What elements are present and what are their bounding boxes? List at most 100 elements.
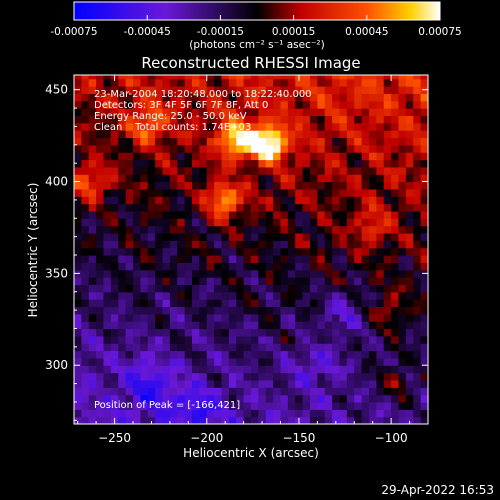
heatmap-cell xyxy=(265,365,274,374)
heatmap-cell xyxy=(405,328,414,337)
heatmap-cell xyxy=(133,130,141,139)
chart-title: Reconstructed RHESSI Image xyxy=(141,54,360,72)
heatmap-cell xyxy=(251,108,259,117)
heatmap-cell xyxy=(258,86,267,94)
heatmap-cell xyxy=(162,210,171,219)
heatmap-cell xyxy=(413,115,422,124)
heatmap-cell xyxy=(265,240,274,249)
heatmap-cell xyxy=(398,152,407,161)
heatmap-cell xyxy=(74,321,82,330)
heatmap-cell xyxy=(155,372,164,381)
heatmap-cell xyxy=(391,306,400,315)
heatmap-cell xyxy=(103,291,112,300)
heatmap-cell xyxy=(169,299,178,308)
heatmap-cell xyxy=(206,174,215,183)
heatmap-cell xyxy=(258,196,267,205)
heatmap-cell xyxy=(376,122,385,131)
heatmap-cell xyxy=(110,365,119,374)
heatmap-cell xyxy=(332,291,341,300)
heatmap-cell xyxy=(287,225,296,234)
heatmap-cell xyxy=(206,210,215,219)
heatmap-cell xyxy=(383,379,392,388)
heatmap-cell xyxy=(413,262,422,271)
heatmap-cell xyxy=(339,130,348,139)
heatmap-cell xyxy=(206,306,215,315)
heatmap-cell xyxy=(133,335,141,344)
heatmap-cell xyxy=(192,218,200,227)
heatmap-cell xyxy=(81,166,90,175)
heatmap-cell xyxy=(295,379,304,388)
heatmap-cell xyxy=(214,262,223,271)
heatmap-cell xyxy=(199,343,208,352)
heatmap-cell xyxy=(332,108,341,117)
heatmap-cell xyxy=(206,137,215,146)
heatmap-cell xyxy=(369,409,377,418)
heatmap-cell xyxy=(125,255,134,263)
heatmap-cell xyxy=(413,196,422,205)
heatmap-cell xyxy=(228,262,237,271)
heatmap-cell xyxy=(413,188,422,197)
heatmap-cell xyxy=(405,225,414,234)
heatmap-cell xyxy=(184,247,193,256)
heatmap-cell xyxy=(339,306,348,315)
heatmap-cell xyxy=(155,159,164,168)
heatmap-cell xyxy=(339,78,348,87)
heatmap-cell xyxy=(383,255,392,263)
heatmap-cell xyxy=(221,240,230,249)
heatmap-cell xyxy=(258,262,267,271)
heatmap-cell xyxy=(251,137,259,146)
heatmap-cell xyxy=(332,166,341,175)
heatmap-cell xyxy=(265,115,274,124)
heatmap-cell xyxy=(383,225,392,234)
heatmap-cell xyxy=(383,357,392,366)
heatmap-cell xyxy=(287,130,296,139)
heatmap-cell xyxy=(88,144,97,153)
heatmap-cell xyxy=(74,174,82,183)
heatmap-cell xyxy=(243,313,252,322)
heatmap-cell xyxy=(147,232,156,241)
heatmap-cell xyxy=(177,181,186,190)
heatmap-cell xyxy=(236,343,245,352)
heatmap-cell xyxy=(81,174,90,183)
heatmap-cell xyxy=(391,394,400,403)
heatmap-cell xyxy=(273,269,282,278)
heatmap-cell xyxy=(214,306,223,315)
heatmap-cell xyxy=(258,313,267,322)
heatmap-cell xyxy=(162,174,171,183)
heatmap-cell xyxy=(184,188,193,197)
heatmap-cell xyxy=(295,174,304,183)
heatmap-cell xyxy=(199,86,208,94)
heatmap-cell xyxy=(103,357,112,366)
heatmap-cell xyxy=(420,291,428,300)
heatmap-cell xyxy=(287,313,296,322)
heatmap-cell xyxy=(221,277,230,285)
heatmap-cell xyxy=(118,394,127,403)
heatmap-cell xyxy=(155,115,164,124)
heatmap-cell xyxy=(317,335,326,344)
heatmap-cell xyxy=(243,284,252,293)
heatmap-cell xyxy=(214,255,223,263)
heatmap-cell xyxy=(88,335,97,344)
heatmap-cell xyxy=(258,394,267,403)
heatmap-cell xyxy=(295,365,304,374)
heatmap-cell xyxy=(228,306,237,315)
heatmap-cell xyxy=(162,350,171,359)
heatmap-cell xyxy=(383,269,392,278)
heatmap-cell xyxy=(310,152,318,161)
heatmap-cell xyxy=(96,203,105,212)
heatmap-cell xyxy=(184,387,193,396)
heatmap-cell xyxy=(96,306,105,315)
heatmap-cell xyxy=(214,152,223,161)
heatmap-cell xyxy=(228,357,237,366)
heatmap-cell xyxy=(103,130,112,139)
heatmap-cell xyxy=(169,313,178,322)
heatmap-cell xyxy=(125,284,134,293)
heatmap-cell xyxy=(317,269,326,278)
heatmap-cell xyxy=(74,115,82,124)
heatmap-cell xyxy=(214,357,223,366)
heatmap-cell xyxy=(273,137,282,146)
heatmap-cell xyxy=(96,291,105,300)
heatmap-cell xyxy=(155,218,164,227)
heatmap-cell xyxy=(133,75,141,80)
